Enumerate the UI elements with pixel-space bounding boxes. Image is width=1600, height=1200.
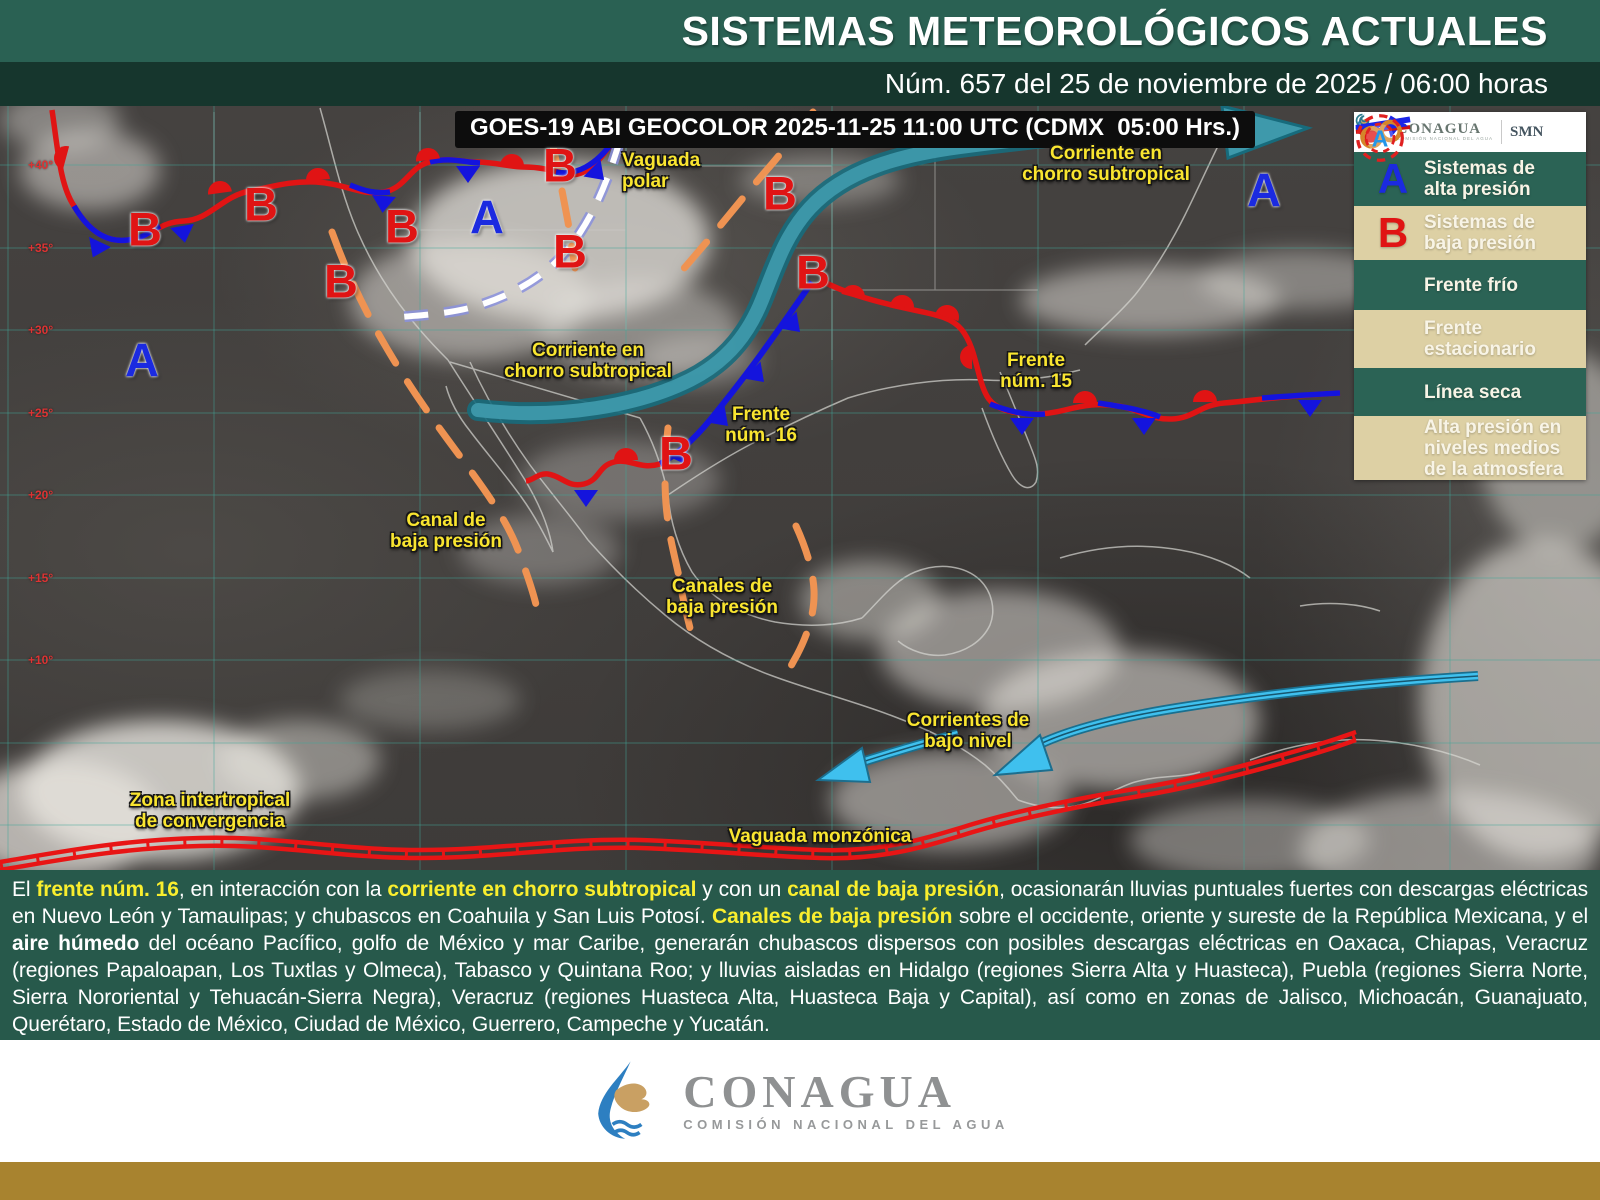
satellite-caption: GOES-19 ABI GEOCOLOR 2025-11-25 11:00 UT… [455, 111, 1256, 148]
low-pressure-marker: B [659, 426, 693, 480]
legend-item: Frente frío [1354, 116, 1586, 310]
footer-wordmark: CONAGUA COMISIÓN NACIONAL DEL AGUA [683, 1066, 1009, 1133]
cloud-field [0, 106, 1600, 870]
page-title: SISTEMAS METEOROLÓGICOS ACTUALES [681, 7, 1548, 54]
map-label: Corrientes de bajo nivel [906, 710, 1030, 752]
legend-item: Línea seca [1354, 119, 1586, 416]
legend-conagua-tagline: COMISIÓN NACIONAL DEL AGUA [1396, 136, 1494, 141]
header-bar: SISTEMAS METEOROLÓGICOS ACTUALES [0, 0, 1600, 62]
low-pressure-icon: B [1377, 209, 1409, 256]
cold-front-16 [525, 280, 815, 507]
latitude-tick: +30° [28, 323, 54, 337]
legend-item: B Sistemas de baja presión [1354, 206, 1586, 260]
svg-text:A: A [1372, 125, 1389, 151]
stationary-front-15 [818, 277, 1341, 435]
bottom-gold-bar [0, 1162, 1600, 1200]
divider [1501, 120, 1503, 144]
low-pressure-channels [328, 108, 818, 674]
footer: CONAGUA COMISIÓN NACIONAL DEL AGUA [0, 1040, 1600, 1162]
legend-item: A Alta presión en niveles medios de la atmo… [1354, 114, 1586, 480]
smn-mini-logo: SMN [1355, 113, 1544, 141]
legend-item-label: Frente frío [1424, 274, 1518, 296]
legend-item-label: Sistemas de alta presión [1424, 158, 1535, 200]
stationary-front-north [49, 109, 617, 263]
low-pressure-marker: B [385, 199, 419, 253]
map-label: Canales de baja presión [666, 576, 778, 618]
page-subtitle: Núm. 657 del 25 de noviembre de 2025 / 0… [884, 68, 1548, 99]
subheader-bar: Núm. 657 del 25 de noviembre de 2025 / 0… [0, 62, 1600, 106]
map-label: Canal de baja presión [390, 510, 502, 552]
low-pressure-marker: B [244, 177, 278, 231]
map-label: Corriente en chorro subtropical [1022, 143, 1190, 185]
bulletin-panel: El frente núm. 16, en interacción con la… [0, 870, 1600, 1040]
weather-map: GOES-19 ABI GEOCOLOR 2025-11-25 11:00 UT… [0, 106, 1600, 870]
legend-item-label: Sistemas de baja presión [1424, 212, 1536, 254]
legend-conagua-label: CONAGUA [1396, 121, 1482, 137]
high-pressure-marker: A [125, 333, 159, 387]
low-pressure-marker: B [763, 166, 797, 220]
legend-item: A Sistemas de alta presión [1354, 152, 1586, 206]
high-pressure-icon: A [1377, 155, 1409, 202]
legend-item-label: Frente estacionario [1424, 318, 1536, 360]
map-label: Vaguada polar [622, 150, 701, 192]
legend-smn-label: SMN [1510, 123, 1544, 140]
legend-item-label: Alta presión en niveles medios de la atmos… [1424, 416, 1564, 480]
map-label: Frente núm. 15 [1000, 350, 1072, 392]
latitude-tick: +35° [28, 241, 54, 255]
legend: CONAGUA COMISIÓN NACIONAL DEL AGUA SMN A… [1354, 112, 1586, 480]
cyan-arrowhead-icon [992, 733, 1054, 777]
latitude-tick: +40° [28, 158, 54, 172]
latitude-tick: +10° [28, 653, 54, 667]
low-pressure-marker: B [796, 245, 830, 299]
map-annotations [0, 106, 1600, 870]
legend-item: Frente estacionario [1354, 115, 1586, 368]
footer-tagline: COMISIÓN NACIONAL DEL AGUA [683, 1117, 1009, 1132]
map-label: Frente núm. 16 [725, 404, 797, 446]
low-pressure-marker: B [128, 202, 162, 256]
legend-item-label: Línea seca [1424, 381, 1522, 403]
itcz-line [0, 729, 1358, 870]
low-pressure-marker: B [324, 254, 358, 308]
mid-level-high-icon: A [1356, 114, 1404, 162]
conagua-logo-icon [598, 1061, 650, 1139]
cyan-arrowhead-icon [815, 746, 872, 784]
polar-trough-line [391, 138, 626, 324]
bulletin-text: El frente núm. 16, en interacción con la… [12, 878, 1589, 1036]
map-label: Zona intertropical de convergencia [129, 790, 291, 832]
country-borders [319, 107, 1481, 809]
map-label: Corriente en chorro subtropical [504, 340, 672, 382]
low-level-current-arrows [815, 671, 1479, 784]
map-label: Vaguada monzónica [728, 826, 912, 847]
latitude-tick: +15° [28, 571, 54, 585]
high-pressure-marker: A [1247, 163, 1281, 217]
latitude-tick: +25° [28, 406, 54, 420]
footer-org: CONAGUA [683, 1066, 956, 1117]
low-pressure-marker: B [553, 224, 587, 278]
latitude-tick: +20° [28, 488, 54, 502]
low-pressure-marker: B [543, 138, 577, 192]
high-pressure-marker: A [470, 190, 504, 244]
